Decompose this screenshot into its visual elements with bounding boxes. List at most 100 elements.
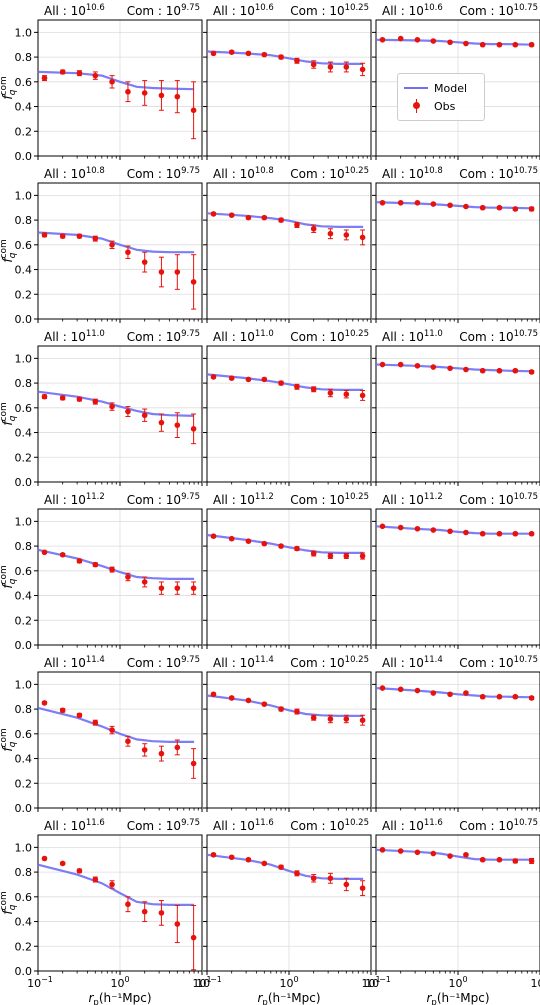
- panel-title-com: Com : 1010.75: [459, 492, 538, 507]
- obs-point: [359, 66, 366, 73]
- panel-title-all: All : 1010.6: [382, 3, 443, 18]
- obs-point: [141, 259, 148, 265]
- obs-point: [359, 392, 366, 399]
- obs-point: [245, 697, 252, 704]
- y-axis-label: fqcom: [0, 402, 18, 426]
- obs-point: [447, 202, 453, 209]
- x-tick-label: 101: [361, 975, 380, 990]
- obs-point: [228, 854, 235, 861]
- y-axis-label: fqcom: [0, 565, 18, 589]
- obs-point: [109, 403, 115, 410]
- obs-point: [512, 41, 519, 48]
- y-tick-label: 0.6: [15, 76, 33, 89]
- obs-point: [343, 232, 350, 238]
- obs-point: [41, 855, 48, 862]
- panel-r4-c2: All : 1011.4 Com : 1010.75: [372, 655, 540, 812]
- obs-point: [245, 50, 252, 57]
- obs-point: [228, 49, 235, 55]
- obs-point: [528, 530, 535, 537]
- x-axis-label: rp(h⁻¹Mpc): [426, 991, 489, 1005]
- panel-title-com: Com : 1010.25: [290, 329, 369, 344]
- obs-point: [76, 70, 83, 76]
- panel-title-com: Com : 1010.25: [290, 492, 369, 507]
- obs-point: [210, 533, 217, 539]
- panel-title-all: All : 1011.4: [213, 655, 274, 670]
- obs-point: [245, 214, 252, 221]
- obs-point: [190, 426, 197, 432]
- obs-point: [327, 553, 334, 559]
- y-axis-label: fqcom: [0, 76, 18, 100]
- obs-point: [379, 685, 386, 691]
- obs-point: [76, 396, 83, 402]
- obs-point: [190, 279, 197, 285]
- panel-r3-c2: All : 1011.2 Com : 1010.75: [372, 492, 540, 649]
- obs-point: [479, 693, 486, 700]
- obs-point: [125, 408, 131, 415]
- panel-title-all: All : 1011.4: [44, 655, 105, 670]
- obs-point: [479, 530, 486, 537]
- obs-point: [463, 40, 469, 47]
- panel-title-all: All : 1011.6: [44, 818, 105, 833]
- obs-point: [463, 366, 469, 373]
- obs-point: [158, 750, 165, 757]
- obs-point: [479, 41, 486, 48]
- y-tick-label: 0.6: [15, 891, 33, 904]
- obs-point: [190, 107, 197, 114]
- obs-point: [528, 206, 535, 212]
- panel-r0-c1: All : 1010.6 Com : 1010.25: [203, 3, 372, 160]
- x-axis-label: rp(h⁻¹Mpc): [257, 991, 320, 1005]
- obs-point: [76, 233, 83, 239]
- obs-point: [512, 367, 519, 374]
- obs-point: [447, 853, 453, 859]
- obs-point: [463, 851, 469, 858]
- x-tick-label: 101: [192, 975, 211, 990]
- y-tick-label: 0.4: [15, 101, 33, 114]
- obs-point: [190, 934, 197, 941]
- obs-point: [125, 88, 131, 95]
- y-tick-label: 0.2: [15, 777, 33, 790]
- panel-title-com: Com : 1010.75: [459, 3, 538, 18]
- obs-point: [174, 744, 181, 751]
- obs-point: [359, 234, 366, 241]
- panel-title-com: Com : 109.75: [127, 166, 200, 181]
- obs-point: [92, 235, 99, 242]
- legend-entry-obs: Obs: [404, 98, 455, 114]
- panel-title-com: Com : 109.75: [127, 329, 200, 344]
- obs-point: [210, 50, 217, 57]
- obs-point: [59, 707, 66, 714]
- legend: Model Obs: [397, 73, 485, 121]
- y-tick-label: 0.4: [15, 916, 33, 929]
- obs-point: [109, 727, 115, 733]
- obs-point: [41, 232, 48, 238]
- obs-point: [141, 412, 148, 419]
- obs-point: [294, 58, 300, 64]
- obs-point: [327, 64, 334, 70]
- obs-point: [109, 242, 115, 248]
- y-tick-label: 0.4: [15, 590, 33, 603]
- obs-point: [125, 574, 131, 580]
- y-tick-label: 0.4: [15, 753, 33, 766]
- obs-point: [174, 422, 181, 428]
- obs-point: [92, 398, 99, 405]
- obs-point: [278, 217, 284, 223]
- obs-point: [397, 848, 404, 854]
- obs-point: [343, 64, 350, 70]
- panel-title-com: Com : 109.75: [127, 655, 200, 670]
- y-tick-label: 0.2: [15, 288, 33, 301]
- obs-point: [278, 380, 284, 386]
- model-line: [37, 70, 195, 91]
- panel-title-com: Com : 1010.25: [290, 818, 369, 833]
- obs-point: [379, 361, 386, 368]
- panel-title-com: Com : 1010.25: [290, 655, 369, 670]
- obs-point: [397, 686, 404, 693]
- obs-point: [294, 870, 300, 877]
- obs-point: [379, 36, 386, 43]
- obs-point: [278, 54, 284, 60]
- y-tick-label: 0.6: [15, 402, 33, 415]
- x-tick-label: 100: [279, 975, 298, 990]
- y-tick-label: 1.0: [15, 678, 33, 691]
- obs-point: [496, 856, 503, 863]
- obs-point: [463, 203, 469, 210]
- panel-title-com: Com : 1010.75: [459, 329, 538, 344]
- obs-point: [261, 376, 268, 383]
